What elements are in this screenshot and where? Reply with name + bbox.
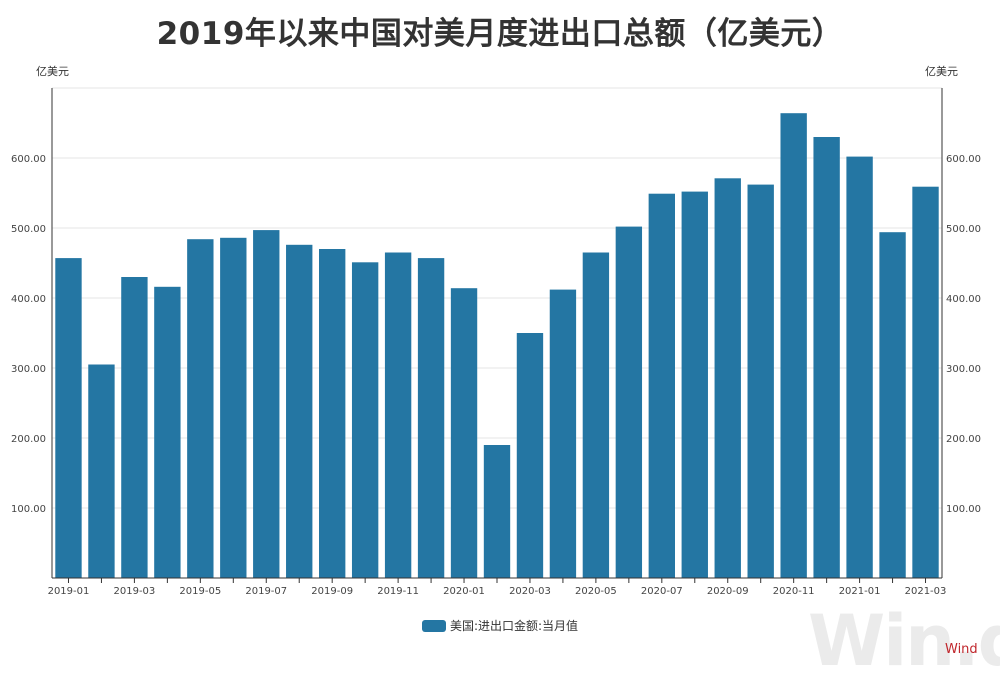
bar bbox=[253, 230, 280, 578]
y-tick-label-left: 300.00 bbox=[11, 364, 46, 375]
bar bbox=[582, 252, 610, 578]
legend-swatch bbox=[421, 620, 446, 632]
y-tick-label-right: 200.00 bbox=[946, 434, 981, 445]
x-tick-label: 2020-03 bbox=[509, 586, 551, 597]
bar bbox=[912, 186, 939, 578]
y-tick-label-right: 600.00 bbox=[946, 154, 981, 165]
y-tick-label-left: 100.00 bbox=[11, 504, 46, 515]
x-tick-label: 2021-01 bbox=[839, 586, 881, 597]
x-tick-label: 2020-05 bbox=[575, 586, 617, 597]
bar bbox=[879, 232, 906, 578]
x-tick-label: 2019-09 bbox=[311, 586, 353, 597]
bar bbox=[846, 156, 873, 578]
x-tick-label: 2020-11 bbox=[773, 586, 815, 597]
bar bbox=[55, 258, 82, 578]
bars bbox=[55, 113, 939, 579]
x-tick-label: 2020-09 bbox=[707, 586, 749, 597]
x-tick-label: 2021-03 bbox=[905, 586, 947, 597]
y-tick-label-left: 400.00 bbox=[11, 294, 46, 305]
wind-watermark: Win.d bbox=[808, 600, 1000, 682]
bar bbox=[483, 445, 511, 578]
bar bbox=[549, 289, 577, 578]
y-tick-label-right: 500.00 bbox=[946, 224, 981, 235]
y-tick-label-right: 300.00 bbox=[946, 364, 981, 375]
bar bbox=[450, 288, 478, 578]
bar bbox=[154, 286, 181, 578]
y-tick-label-left: 500.00 bbox=[11, 224, 46, 235]
bar bbox=[88, 364, 115, 578]
bar bbox=[121, 277, 148, 578]
x-tick-label: 2019-11 bbox=[377, 586, 419, 597]
bar bbox=[384, 252, 412, 578]
bar bbox=[714, 178, 741, 579]
brand-label: Wind bbox=[945, 642, 978, 657]
bar bbox=[351, 262, 379, 578]
bar bbox=[813, 137, 840, 578]
y-tick-label-left: 600.00 bbox=[11, 154, 46, 165]
bar bbox=[615, 226, 643, 578]
bar bbox=[747, 184, 774, 578]
y-tick-label-right: 100.00 bbox=[946, 504, 981, 515]
y-tick-label-left: 200.00 bbox=[11, 434, 46, 445]
bar bbox=[516, 333, 544, 578]
bar bbox=[187, 239, 214, 578]
x-tick-label: 2019-03 bbox=[114, 586, 156, 597]
bar bbox=[220, 237, 247, 579]
x-tick-label: 2020-01 bbox=[443, 586, 485, 597]
chart-title: 2019年以来中国对美月度进出口总额（亿美元） bbox=[156, 16, 844, 52]
bar bbox=[780, 113, 807, 578]
tick-labels: 100.00 100.00 200.00 200.00 300.00 300.00 400.… bbox=[11, 154, 981, 597]
y-axis-unit-right: 亿美元 bbox=[925, 65, 958, 78]
x-tick-label: 2020-07 bbox=[641, 586, 683, 597]
y-axis-unit-left: 亿美元 bbox=[36, 65, 69, 78]
bar bbox=[417, 258, 445, 578]
x-tick-label: 2019-07 bbox=[245, 586, 287, 597]
bar bbox=[648, 193, 675, 578]
bar bbox=[286, 244, 313, 579]
legend[interactable]: 美国:进出口金额:当月值 bbox=[0, 617, 1000, 634]
x-tick-label: 2019-05 bbox=[179, 586, 221, 597]
x-tick-label: 2019-01 bbox=[48, 586, 90, 597]
bar bbox=[319, 249, 346, 578]
axes bbox=[51, 88, 943, 583]
y-tick-label-right: 400.00 bbox=[946, 294, 981, 305]
bar bbox=[681, 191, 708, 578]
legend-label: 美国:进出口金额:当月值 bbox=[449, 619, 579, 633]
